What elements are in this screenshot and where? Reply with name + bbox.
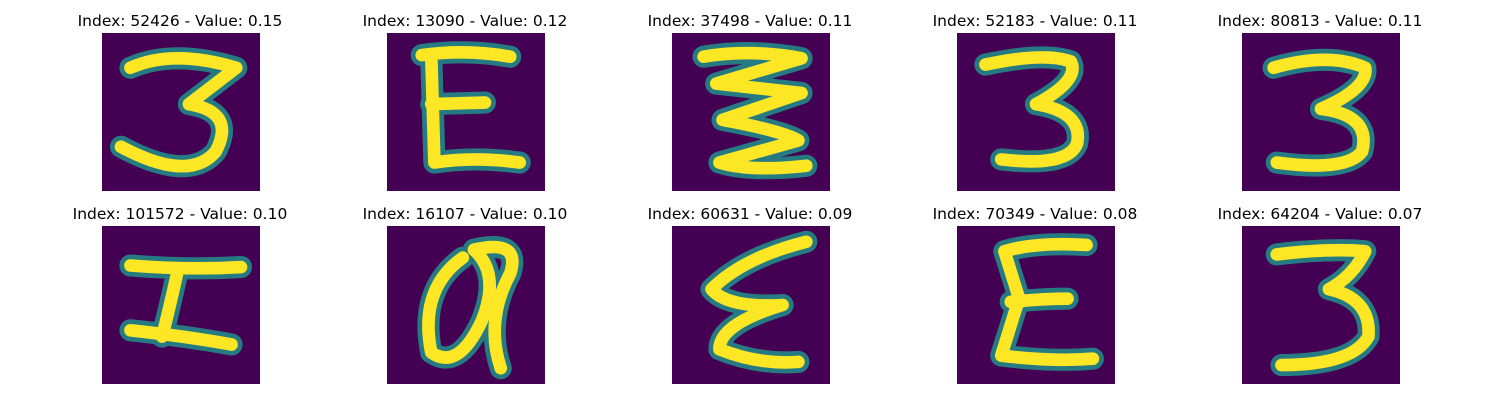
- panel-title: Index: 37498 - Value: 0.11: [647, 12, 853, 30]
- digit-image: [387, 33, 545, 191]
- panel-title: Index: 64204 - Value: 0.07: [1217, 205, 1423, 223]
- digit-glyph: [417, 236, 524, 380]
- digit-glyph: [410, 41, 531, 174]
- digit-image: [672, 226, 830, 384]
- panel-6: Index: 101572 - Value: 0.10: [30, 205, 330, 385]
- digit-image: [102, 33, 260, 191]
- digit-glyph: [1262, 48, 1377, 177]
- digit-image: [387, 226, 545, 384]
- panel-8: Index: 60631 - Value: 0.09: [600, 205, 900, 385]
- digit-image: [1242, 33, 1400, 191]
- panel-5: Index: 80813 - Value: 0.11: [1170, 12, 1470, 192]
- digit-glyph: [1265, 239, 1380, 377]
- panel-title: Index: 80813 - Value: 0.11: [1217, 12, 1423, 30]
- panel-7: Index: 16107 - Value: 0.10: [315, 205, 615, 385]
- digit-image: [957, 226, 1115, 384]
- digit-image: [672, 33, 830, 191]
- panel-1: Index: 52426 - Value: 0.15: [30, 12, 330, 192]
- digit-glyph: [990, 233, 1104, 371]
- digit-image: [102, 226, 260, 384]
- panel-title: Index: 13090 - Value: 0.12: [362, 12, 568, 30]
- digit-glyph: [109, 47, 248, 178]
- digit-glyph: [700, 230, 818, 374]
- digit-glyph: [119, 254, 253, 356]
- digit-image: [957, 33, 1115, 191]
- panel-title: Index: 60631 - Value: 0.09: [647, 205, 853, 223]
- panel-9: Index: 70349 - Value: 0.08: [885, 205, 1185, 385]
- digit-glyph: [974, 46, 1089, 173]
- panel-3: Index: 37498 - Value: 0.11: [600, 12, 900, 192]
- panel-title: Index: 16107 - Value: 0.10: [362, 205, 568, 223]
- panel-10: Index: 64204 - Value: 0.07: [1170, 205, 1470, 385]
- panel-2: Index: 13090 - Value: 0.12: [315, 12, 615, 192]
- panel-title: Index: 101572 - Value: 0.10: [72, 205, 288, 223]
- panel-title: Index: 52183 - Value: 0.11: [932, 12, 1138, 30]
- digit-image: [1242, 226, 1400, 384]
- panel-title: Index: 52426 - Value: 0.15: [77, 12, 283, 30]
- digit-glyph: [692, 42, 818, 180]
- panel-title: Index: 70349 - Value: 0.08: [932, 205, 1138, 223]
- panel-4: Index: 52183 - Value: 0.11: [885, 12, 1185, 192]
